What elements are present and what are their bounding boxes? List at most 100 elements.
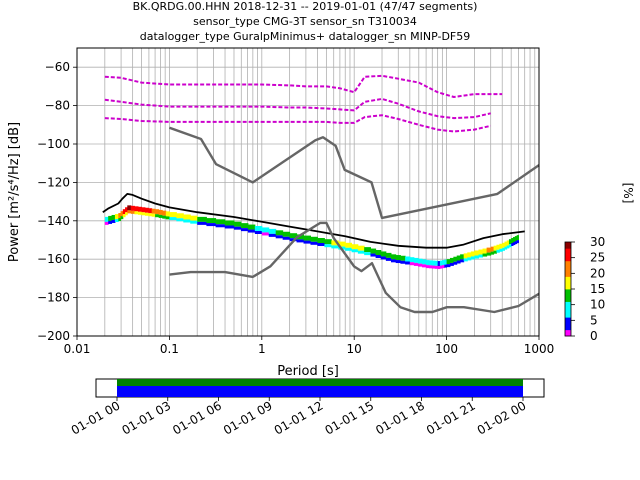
density-cell xyxy=(375,250,382,255)
colorbar-segment xyxy=(565,276,571,280)
density-cell xyxy=(324,239,332,245)
density-cell xyxy=(486,247,492,253)
density-cell xyxy=(486,252,492,256)
colorbar-segment xyxy=(565,307,571,312)
density-cell xyxy=(364,247,371,253)
curve-mean xyxy=(102,192,525,249)
density-cell xyxy=(493,245,497,251)
density-cell xyxy=(183,214,191,220)
timeline-tick-label: 01-01 06 xyxy=(170,398,224,437)
density-cell xyxy=(516,235,520,241)
density-cell xyxy=(331,245,339,249)
density-cell xyxy=(422,259,427,265)
density-cell xyxy=(310,241,318,245)
density-cell xyxy=(434,265,439,269)
density-cell xyxy=(134,206,139,212)
density-cell xyxy=(511,243,514,246)
colorbar-segment xyxy=(565,270,571,274)
density-cell xyxy=(254,226,263,231)
density-cell xyxy=(282,231,291,237)
density-cell xyxy=(127,205,132,211)
density-cell xyxy=(513,237,516,243)
y-axis-label: Power [m²/s⁴/Hz] [dB] xyxy=(7,122,22,262)
density-cell xyxy=(449,262,454,266)
density-cell xyxy=(496,249,500,253)
density-cell xyxy=(155,214,160,218)
density-cell xyxy=(380,251,387,257)
density-cell xyxy=(169,212,177,218)
y-tick-label: −160 xyxy=(37,252,70,266)
density-cell xyxy=(449,257,454,263)
density-cell xyxy=(176,213,184,219)
colorbar-segment xyxy=(565,314,571,318)
density-cell xyxy=(233,221,242,227)
colorbar-segment xyxy=(565,248,571,252)
density-cell xyxy=(357,250,365,254)
density-cell xyxy=(158,209,163,215)
density-cell xyxy=(247,229,256,233)
plot-frame xyxy=(76,47,540,337)
density-cell xyxy=(499,248,503,252)
density-cell xyxy=(176,218,184,222)
density-cell xyxy=(118,218,122,222)
density-cell xyxy=(446,259,451,265)
figure-title-line-3: datalogger_type GuralpMinimus+ datalogge… xyxy=(140,30,471,43)
colorbar-segment xyxy=(565,273,571,277)
colorbar-tick-label: 5 xyxy=(590,313,598,327)
density-cell xyxy=(127,210,132,214)
density-cell xyxy=(499,243,503,249)
density-cell xyxy=(190,220,198,224)
density-cell xyxy=(254,231,263,234)
density-cell xyxy=(275,235,284,239)
density-cell xyxy=(224,225,235,229)
density-cell xyxy=(183,219,191,223)
colorbar-segment xyxy=(565,295,571,299)
density-cell xyxy=(130,205,135,211)
y-tick-label: −120 xyxy=(37,175,70,189)
density-cell xyxy=(395,260,401,264)
timeline-tick-label: 01-01 15 xyxy=(323,398,377,437)
colorbar-segment xyxy=(565,301,571,306)
timeline-tick-label: 01-01 18 xyxy=(373,398,427,437)
colorbar-segment xyxy=(565,320,571,324)
colorbar-segment xyxy=(565,292,571,296)
density-cell xyxy=(463,253,468,259)
curve-nlnm xyxy=(169,221,540,314)
density-cell xyxy=(395,255,401,261)
density-cell xyxy=(413,257,419,263)
density-cell xyxy=(453,261,458,265)
density-cell xyxy=(224,220,235,226)
y-tick-label: −80 xyxy=(45,99,70,113)
density-cell xyxy=(428,260,433,266)
density-cell xyxy=(490,246,495,252)
curves xyxy=(102,74,540,314)
density-cell xyxy=(463,258,468,262)
ppsd-axes: 0.01 0.1 1 10 100 1000 −200 −180 −160 −140 −120 −1… xyxy=(7,47,554,379)
curve-density-lower xyxy=(104,114,491,133)
colorbar-segment xyxy=(565,245,571,249)
density-cell xyxy=(474,255,479,259)
density-cell xyxy=(370,248,377,254)
density-cell xyxy=(444,264,448,268)
density-cell xyxy=(490,251,495,255)
y-tick-label: −140 xyxy=(37,214,70,228)
density-cell xyxy=(190,215,198,221)
density-cell xyxy=(380,256,387,260)
density-cell xyxy=(390,254,397,260)
timeline-available-bar xyxy=(117,379,523,386)
y-tick-label: −100 xyxy=(37,137,70,151)
y-tick-label: −200 xyxy=(37,329,70,343)
colorbar-segment xyxy=(565,310,571,315)
density-cell xyxy=(446,264,451,268)
colorbar-tick-label: 25 xyxy=(590,251,605,265)
density-cell xyxy=(405,256,411,262)
density-cell xyxy=(431,265,436,269)
density-cell xyxy=(138,206,143,212)
density-cell xyxy=(165,216,170,220)
density-cell xyxy=(144,212,149,216)
density-cell xyxy=(162,210,167,216)
timeline-used-bar xyxy=(117,386,523,397)
